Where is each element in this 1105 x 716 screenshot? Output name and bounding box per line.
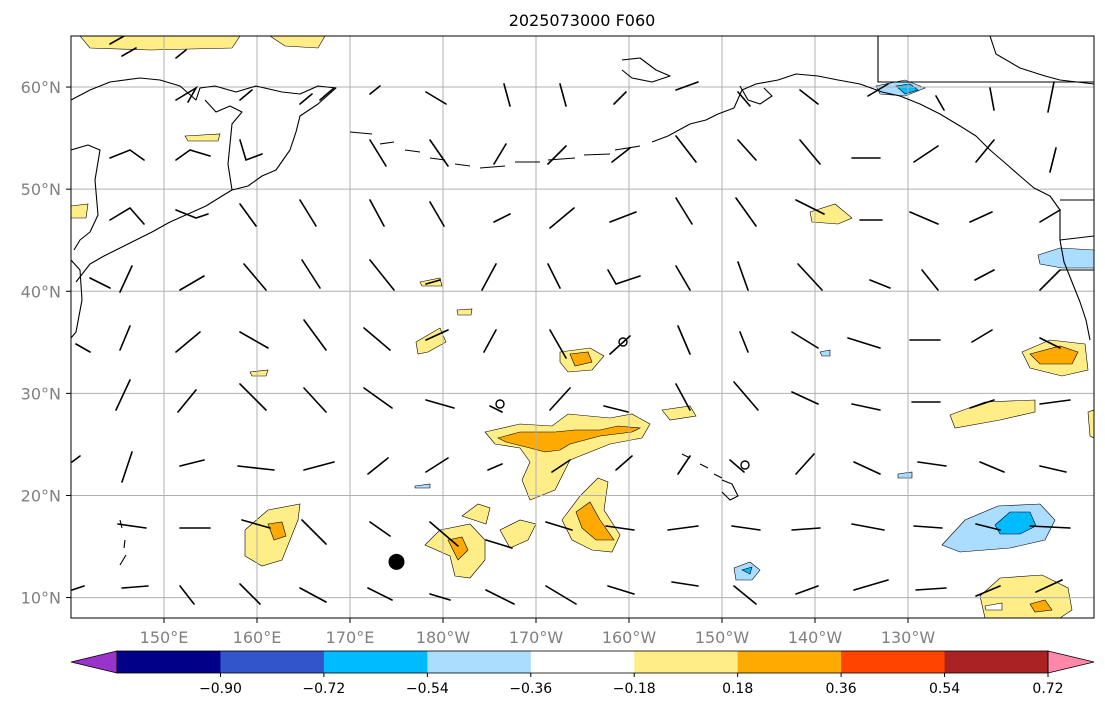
lon-tick-label: 150°W bbox=[695, 628, 750, 647]
lat-tick-label: 20°N bbox=[21, 486, 61, 505]
colorbar-segment bbox=[220, 651, 325, 673]
colorbar-tick-label: −0.90 bbox=[199, 681, 242, 697]
wind-barbs bbox=[71, 36, 1071, 605]
colorbar-segment bbox=[117, 651, 221, 673]
colorbar-segment bbox=[944, 651, 1049, 673]
colorbar-tick-label: 0.18 bbox=[722, 681, 753, 697]
lon-tick-label: 130°W bbox=[881, 628, 936, 647]
small-circles bbox=[495, 337, 750, 470]
colorbar-tick-label: −0.36 bbox=[509, 681, 552, 697]
lat-tick-label: 30°N bbox=[21, 384, 61, 403]
colorbar-tick-label: 0.54 bbox=[929, 681, 960, 697]
colorbar-tick-label: −0.18 bbox=[613, 681, 656, 697]
latitude-tick-labels: 10°N 20°N 30°N 40°N 50°N 60°N bbox=[21, 78, 71, 608]
colorbar-tick-label: 0.72 bbox=[1032, 681, 1063, 697]
colorbar: −0.90 −0.72 −0.54 −0.36 −0.18 0.18 0.36 0.54 0.7… bbox=[70, 650, 1095, 697]
lat-tick-label: 10°N bbox=[21, 589, 61, 608]
lat-tick-label: 40°N bbox=[21, 282, 61, 301]
lat-tick-label: 60°N bbox=[21, 78, 61, 97]
colorbar-segment bbox=[841, 651, 946, 673]
colorbar-tick-label: −0.54 bbox=[406, 681, 449, 697]
lon-tick-label: 170°W bbox=[509, 628, 564, 647]
colorbar-outline bbox=[116, 650, 1049, 674]
colorbar-segment bbox=[323, 651, 428, 673]
map-frame bbox=[70, 35, 1095, 619]
lon-tick-label: 180°W bbox=[416, 628, 471, 647]
chart-title: 2025073000 F060 bbox=[509, 11, 656, 30]
colorbar-segment bbox=[427, 651, 532, 673]
map-area bbox=[71, 36, 1094, 618]
lon-tick-label: 140°W bbox=[788, 628, 843, 647]
location-marker bbox=[388, 553, 405, 570]
coastlines bbox=[71, 36, 1094, 566]
colorbar-segment bbox=[634, 651, 739, 673]
colorbar-segment bbox=[530, 651, 635, 673]
colorbar-tick-label: 0.36 bbox=[826, 681, 857, 697]
lon-tick-label: 170°E bbox=[326, 628, 375, 647]
colorbar-extend-high bbox=[1047, 650, 1095, 674]
colorbar-segment bbox=[737, 651, 842, 673]
longitude-tick-labels: 150°E 160°E 170°E 180°W 170°W 160°W 150°W 140°W… bbox=[140, 618, 936, 647]
lon-tick-label: 150°E bbox=[140, 628, 189, 647]
lon-tick-label: 160°W bbox=[602, 628, 657, 647]
lon-tick-label: 160°E bbox=[233, 628, 282, 647]
lat-tick-label: 50°N bbox=[21, 180, 61, 199]
grid-lines bbox=[71, 36, 1094, 618]
colorbar-tick-label: −0.72 bbox=[302, 681, 345, 697]
colorbar-extend-low bbox=[70, 650, 118, 674]
shaded-field bbox=[71, 36, 1094, 618]
